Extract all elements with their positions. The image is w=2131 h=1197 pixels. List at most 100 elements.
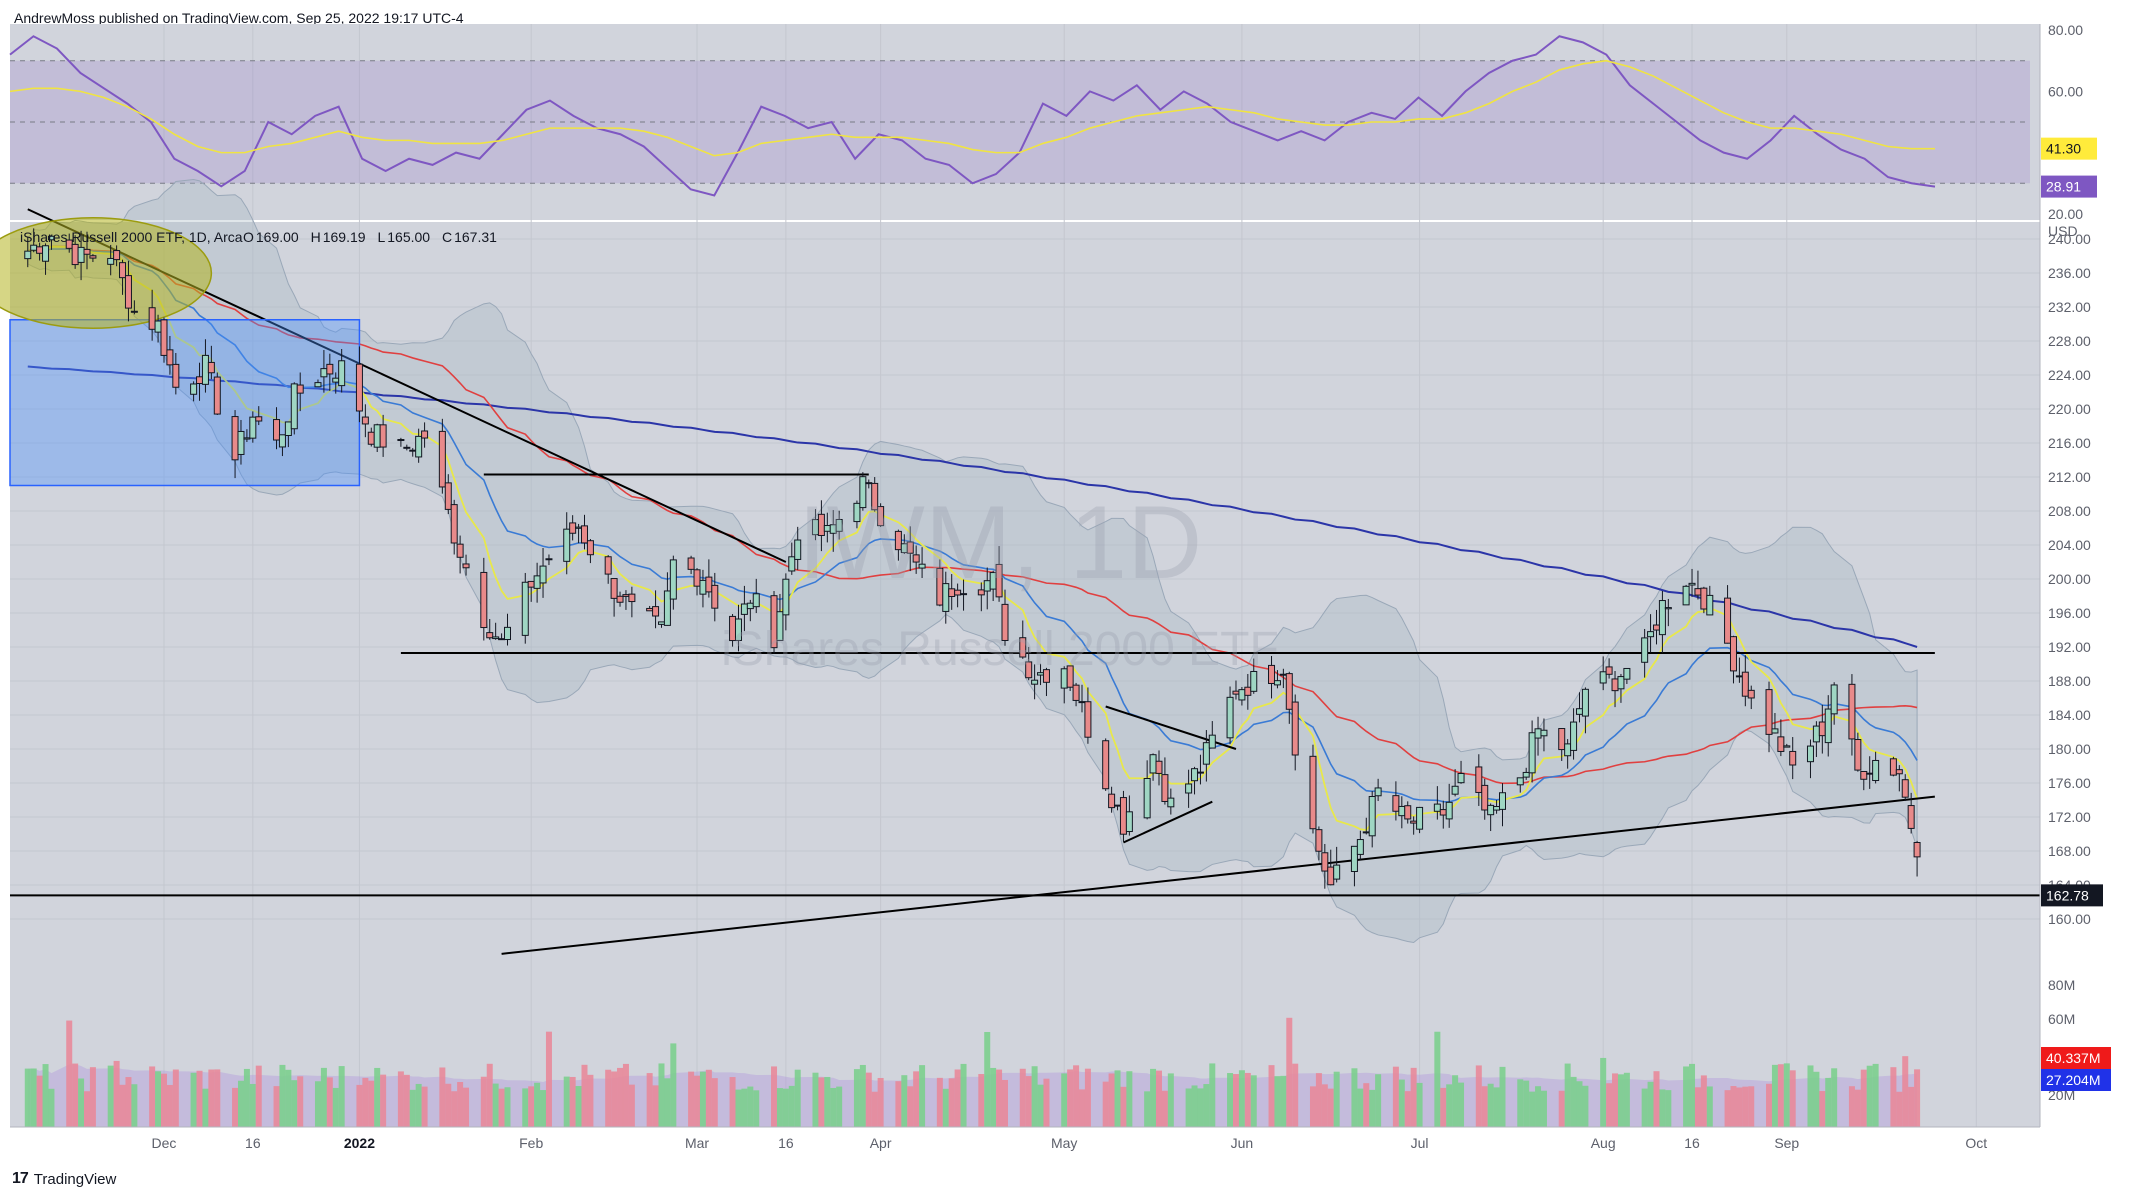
- candle-body: [1155, 760, 1163, 774]
- volume-bar: [1789, 1070, 1796, 1127]
- candle-body: [1581, 688, 1589, 717]
- volume-bar: [1404, 1091, 1411, 1127]
- volume-bar: [72, 1063, 79, 1127]
- highlight-ellipse[interactable]: [0, 217, 213, 329]
- candle-body: [1540, 729, 1548, 737]
- candle-body: [752, 593, 760, 608]
- candle-body: [1724, 597, 1732, 644]
- volume-tag-text: 40.337M: [2046, 1050, 2100, 1066]
- volume-bar: [1499, 1066, 1506, 1127]
- candle-body: [1078, 701, 1086, 704]
- candle-body: [1658, 600, 1666, 636]
- volume-bar: [747, 1086, 754, 1127]
- volume-bar: [611, 1071, 618, 1127]
- date-tick-label: Sep: [1774, 1135, 1799, 1151]
- volume-bar: [1908, 1086, 1915, 1127]
- candle-body: [320, 368, 328, 378]
- volume-bar: [243, 1068, 250, 1127]
- candle-body: [1706, 594, 1714, 616]
- volume-bar: [1582, 1085, 1589, 1127]
- candle-body: [1789, 750, 1797, 766]
- trendline[interactable]: [501, 795, 1935, 955]
- volume-bar: [1783, 1063, 1790, 1127]
- volume-bar: [688, 1071, 695, 1127]
- candle-body: [1149, 754, 1157, 774]
- legend[interactable]: iShares Russell 2000 ETF, 1D, Arca O 169.…: [20, 229, 497, 245]
- candle-body: [1196, 771, 1204, 774]
- volume-bar: [297, 1076, 304, 1127]
- volume-bar: [486, 1063, 493, 1127]
- legend-c-label: C: [442, 229, 452, 245]
- volume-bar: [1535, 1086, 1542, 1127]
- candle-body: [1309, 755, 1317, 830]
- volume-bar: [563, 1076, 570, 1127]
- price-tick-label: 172.00: [2048, 809, 2091, 825]
- volume-bar: [1363, 1083, 1370, 1127]
- candle-body: [563, 528, 571, 562]
- volume-bar: [42, 1064, 49, 1127]
- candle-body: [646, 607, 654, 612]
- date-tick-label: Dec: [152, 1135, 177, 1151]
- volume-bar: [1108, 1073, 1115, 1127]
- volume-bar: [1416, 1082, 1423, 1127]
- volume-bar: [320, 1067, 327, 1127]
- volume-bar: [1523, 1080, 1530, 1127]
- candle-body: [1202, 742, 1210, 765]
- candle-body: [480, 571, 488, 629]
- volume-bar: [291, 1080, 298, 1127]
- candle-body: [77, 246, 85, 263]
- volume-bar: [36, 1075, 43, 1127]
- trendline[interactable]: [1123, 800, 1213, 844]
- ema20-line: [27, 248, 1918, 803]
- candle-body: [361, 416, 369, 425]
- candle-body: [705, 576, 713, 593]
- volume-bar: [1321, 1084, 1328, 1127]
- rsi-tick-label: 80.00: [2048, 22, 2083, 38]
- volume-bar: [1238, 1070, 1245, 1127]
- publisher-line: AndrewMoss published on TradingView.com,…: [14, 10, 464, 26]
- candle-body: [326, 363, 334, 375]
- price-axis-area[interactable]: [2040, 24, 2131, 1127]
- candle-body: [1238, 689, 1246, 701]
- candle-body: [1084, 701, 1092, 738]
- rsi-line: [9, 35, 1936, 197]
- candle-body: [1327, 866, 1335, 886]
- volume-bar: [1114, 1070, 1121, 1127]
- candle-body: [1368, 796, 1376, 837]
- candle-body: [1907, 805, 1915, 829]
- candle-body: [1623, 667, 1631, 680]
- footer[interactable]: 17 TradingView: [12, 1170, 116, 1188]
- candle-body: [1783, 745, 1791, 748]
- candle-body: [1599, 671, 1607, 684]
- candle-body: [1558, 728, 1566, 751]
- date-axis-area[interactable]: [10, 1127, 2040, 1157]
- volume-bar: [581, 1064, 588, 1127]
- date-tick-label: Oct: [1965, 1135, 1987, 1151]
- candle-body: [1356, 839, 1364, 855]
- volume-bar: [403, 1074, 410, 1127]
- candle-body: [237, 430, 245, 455]
- candle-body: [1771, 728, 1779, 734]
- candle-body: [213, 376, 221, 415]
- candle-body: [1528, 732, 1536, 774]
- candle-body: [657, 621, 665, 625]
- volume-bar: [24, 1068, 31, 1127]
- highlight-box[interactable]: [9, 319, 361, 487]
- candle-body: [1765, 689, 1773, 735]
- candle-body: [545, 558, 553, 561]
- date-tick-label: May: [1051, 1135, 1077, 1151]
- price-tick-label: 208.00: [2048, 503, 2091, 519]
- candle-body: [527, 580, 535, 588]
- candle-body: [622, 594, 630, 597]
- volume-bar: [89, 1067, 96, 1127]
- volume-bar: [149, 1066, 156, 1127]
- volume-bar: [445, 1083, 452, 1127]
- volume-bar: [30, 1068, 37, 1127]
- candle-body: [1700, 587, 1708, 610]
- volume-bar: [1019, 1068, 1026, 1127]
- volume-bar: [1440, 1087, 1447, 1127]
- candle-body: [1066, 665, 1074, 688]
- price-tick-label: 212.00: [2048, 469, 2091, 485]
- volume-bar: [853, 1069, 860, 1127]
